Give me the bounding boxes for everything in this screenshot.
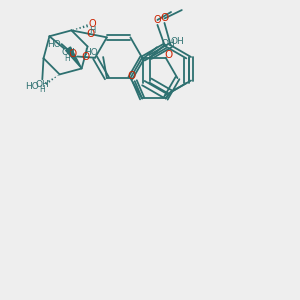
Text: HO: HO	[47, 40, 61, 49]
Text: H: H	[39, 85, 45, 94]
Text: HO: HO	[26, 82, 39, 91]
Text: O: O	[164, 50, 172, 60]
Polygon shape	[66, 47, 82, 68]
Text: O: O	[89, 19, 96, 29]
Text: O: O	[69, 49, 77, 59]
Text: O: O	[86, 29, 94, 39]
Text: O: O	[127, 71, 135, 81]
Text: O: O	[154, 15, 161, 25]
Text: H: H	[64, 54, 70, 63]
Text: OH: OH	[171, 37, 184, 46]
Text: OH: OH	[162, 40, 176, 49]
Text: O: O	[160, 14, 169, 23]
Text: O: O	[82, 52, 90, 62]
Text: OH: OH	[35, 80, 49, 89]
Text: OH: OH	[61, 48, 75, 57]
Text: H: H	[89, 26, 96, 35]
Text: HO: HO	[84, 48, 98, 57]
